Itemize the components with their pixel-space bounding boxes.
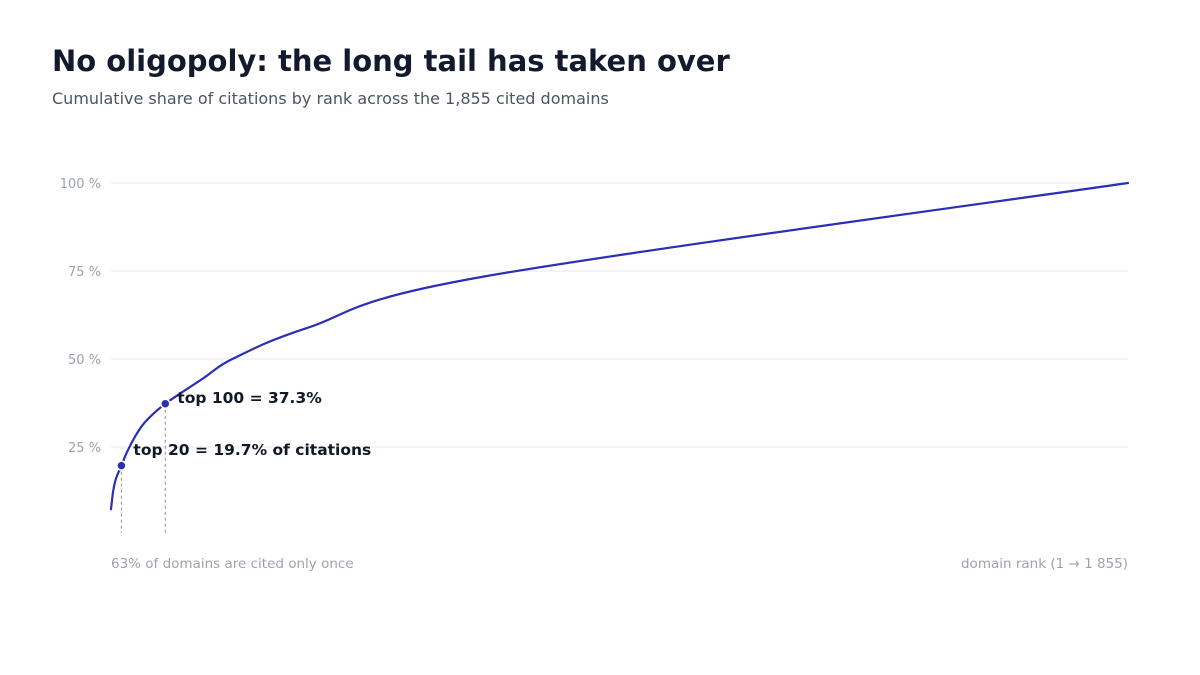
x-axis-label: domain rank (1 → 1 855)	[961, 556, 1128, 572]
annotation-point	[160, 398, 171, 409]
y-tick-label: 75 %	[68, 265, 101, 280]
grid-layer	[111, 182, 1128, 448]
cumulative-share-line	[109, 181, 1130, 511]
chart-title: No oligopoly: the long tail has taken ov…	[52, 44, 730, 78]
annotation-point	[116, 460, 127, 471]
y-tick-label: 100 %	[60, 177, 101, 192]
chart-subtitle: Cumulative share of citations by rank ac…	[52, 89, 609, 108]
annotation-top-100: top 100 = 37.3%	[177, 389, 322, 407]
y-tick-labels: 25 % 50 % 75 % 100 %	[60, 177, 101, 456]
y-tick-label: 50 %	[68, 353, 101, 368]
annotation-points	[116, 398, 171, 471]
y-tick-label: 25 %	[68, 441, 101, 456]
annotation-top-20: top 20 = 19.7% of citations	[133, 441, 371, 459]
guide-lines	[120, 403, 166, 533]
footnote-once-cited: 63% of domains are cited only once	[111, 556, 354, 572]
